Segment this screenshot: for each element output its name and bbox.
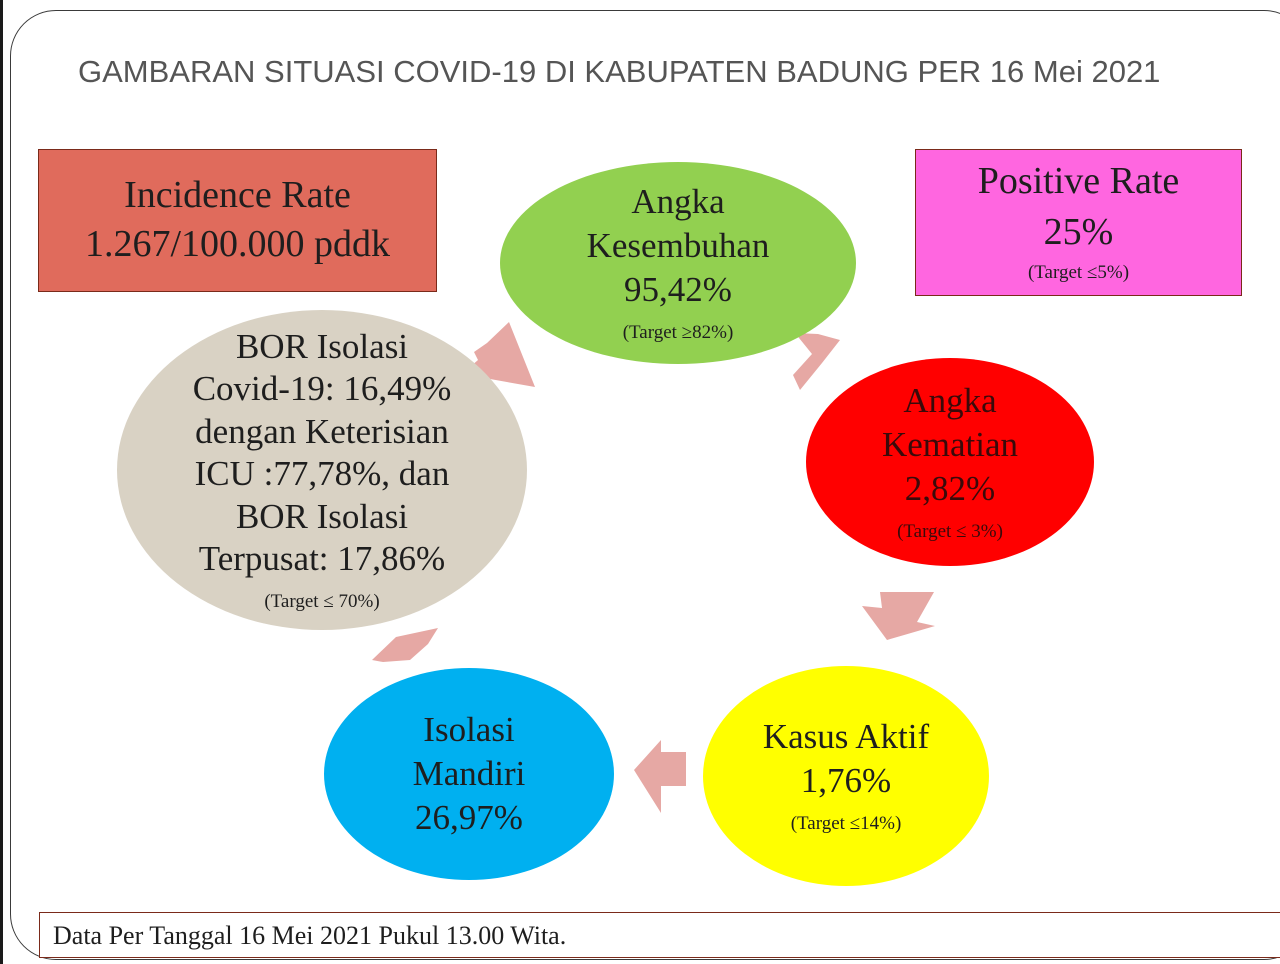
kasus-aktif-line1: Kasus Aktif: [762, 717, 930, 756]
incidence-rate-label: Incidence Rate: [124, 174, 351, 216]
kesembuhan-value: 95,42%: [624, 270, 732, 309]
isolasi-mandiri-line2: Mandiri: [412, 754, 526, 793]
kematian-line1: Angka: [903, 381, 997, 420]
positive-rate-box: Positive Rate 25% (Target ≤5%): [915, 149, 1242, 296]
isolasi-mandiri-line1: Isolasi: [423, 710, 515, 749]
kesembuhan-line2: Kesembuhan: [586, 226, 770, 265]
slide-title: GAMBARAN SITUASI COVID-19 DI KABUPATEN B…: [78, 54, 1161, 89]
kasus-aktif-value: 1,76%: [800, 761, 892, 800]
bor-line5: BOR Isolasi: [235, 496, 409, 536]
kesembuhan-ellipse: Angka Kesembuhan 95,42% (Target ≥82%): [500, 162, 856, 364]
bor-target: (Target ≤ 70%): [264, 590, 380, 612]
footer-text: Data Per Tanggal 16 Mei 2021 Pukul 13.00…: [53, 921, 567, 950]
slide-frame: [10, 10, 1280, 960]
kasus-aktif-ellipse: Kasus Aktif 1,76% (Target ≤14%): [703, 666, 989, 886]
bor-line2: Covid-19: 16,49%: [192, 369, 452, 408]
slide-left-edge: [0, 0, 3, 964]
positive-rate-target: (Target ≤5%): [1027, 262, 1130, 283]
kematian-line2: Kematian: [881, 425, 1019, 464]
bor-ellipse: BOR Isolasi Covid-19: 16,49% dengan Kete…: [117, 310, 527, 630]
kesembuhan-line1: Angka: [631, 182, 725, 221]
kesembuhan-target: (Target ≥82%): [622, 322, 734, 343]
isolasi-mandiri-value: 26,97%: [415, 798, 523, 837]
positive-rate-label: Positive Rate: [977, 160, 1180, 202]
kematian-ellipse: Angka Kematian 2,82% (Target ≤ 3%): [806, 358, 1094, 566]
bor-line6: Terpusat: 17,86%: [198, 539, 446, 578]
bor-line1: BOR Isolasi: [235, 326, 409, 366]
positive-rate-value: 25%: [1043, 211, 1114, 253]
kasus-aktif-target: (Target ≤14%): [790, 813, 902, 834]
bor-line4: ICU :77,78%, dan: [194, 454, 450, 493]
incidence-rate-value: 1.267/100.000 pddk: [84, 223, 391, 265]
kematian-target: (Target ≤ 3%): [897, 521, 1003, 542]
bor-line3: dengan Keterisian: [195, 411, 449, 451]
isolasi-mandiri-ellipse: Isolasi Mandiri 26,97%: [324, 668, 614, 880]
incidence-rate-box: Incidence Rate 1.267/100.000 pddk: [38, 149, 437, 292]
kematian-value: 2,82%: [904, 469, 996, 508]
footer-box: Data Per Tanggal 16 Mei 2021 Pukul 13.00…: [39, 912, 1280, 958]
